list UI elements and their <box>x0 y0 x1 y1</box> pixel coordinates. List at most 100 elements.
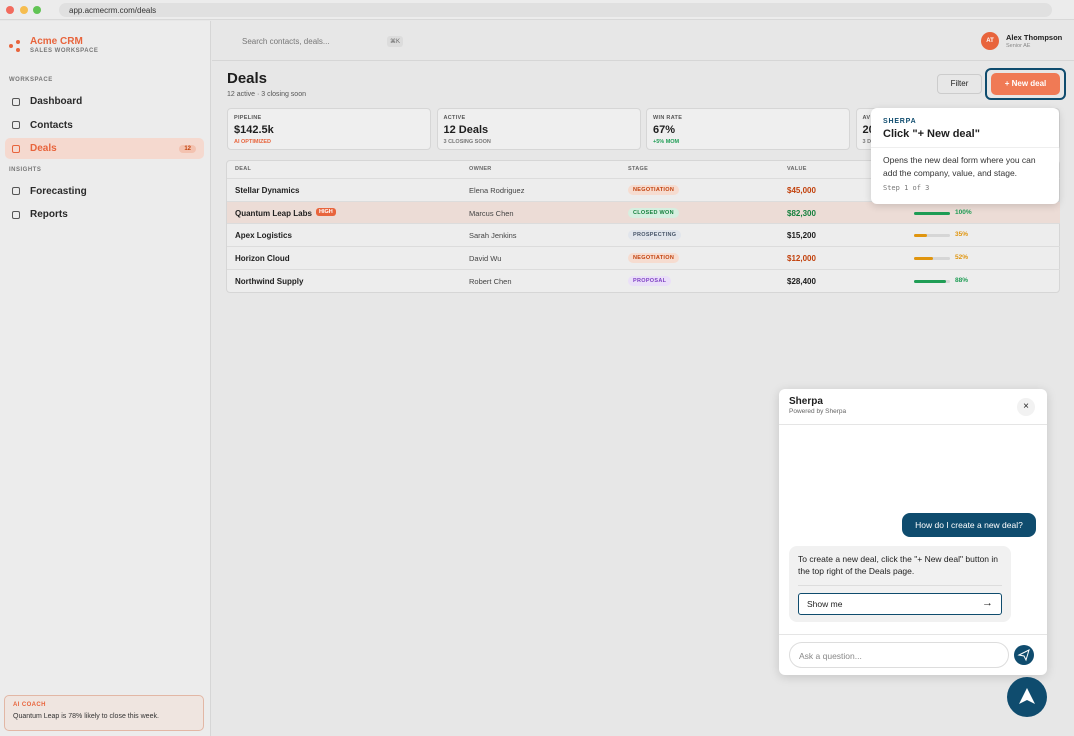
sidebar: Acme CRM SALES WORKSPACE WORKSPACE Dashbo… <box>0 21 211 736</box>
probability-track <box>914 234 950 238</box>
deal-value: $28,400 <box>787 276 816 286</box>
nav-item[interactable]: Dashboard <box>5 91 204 112</box>
coach-text: Quantum Leap is 78% likely to close this… <box>13 713 159 720</box>
brand-sub: SALES WORKSPACE <box>30 48 99 54</box>
stat-card: WIN RATE 67% +5% MOM <box>646 108 850 150</box>
nav-icon <box>12 144 20 153</box>
chat-title: Sherpa <box>789 396 823 407</box>
ai-coach: AI COACH Quantum Leap is 78% likely to c… <box>4 695 204 731</box>
deal-value: $15,200 <box>787 231 816 241</box>
nav-item[interactable]: Reports <box>5 204 204 225</box>
deal-name: Apex Logistics <box>235 231 292 241</box>
deal-tag: HIGH <box>316 207 336 216</box>
column-header: STAGE <box>628 166 649 172</box>
table-row[interactable]: Quantum Leap Labs HIGH Marcus Chen CLOSED W… <box>227 200 1060 223</box>
filter-button[interactable]: Filter <box>937 74 982 94</box>
avatar[interactable]: AT <box>981 32 999 50</box>
chat-input[interactable]: Ask a question... <box>789 642 1009 668</box>
stage-pill: PROSPECTING <box>628 230 682 241</box>
deal-value: $82,300 <box>787 208 816 218</box>
user-message: How do I create a new deal? <box>902 513 1036 537</box>
nav-label: Reports <box>30 209 68 220</box>
stat-label: WIN RATE <box>653 115 683 121</box>
nav-label: Forecasting <box>30 185 87 197</box>
probability: 88% <box>955 276 969 284</box>
close-button[interactable]: × <box>1017 398 1035 416</box>
owner: Elena Rodriguez <box>469 186 525 195</box>
deal-name: Northwind Supply <box>235 276 304 286</box>
stat-label: ACTIVE <box>443 115 466 121</box>
nav-label: Dashboard <box>30 96 83 107</box>
probability-track <box>914 257 950 261</box>
shortcut: ⌘K <box>387 36 404 47</box>
stat-note: +5% MOM <box>653 139 680 145</box>
stat-value: 67% <box>653 124 676 136</box>
nav-icon <box>12 210 20 219</box>
new-deal-button[interactable]: + New deal <box>991 73 1060 95</box>
stat-card: ACTIVE 12 Deals 3 CLOSING SOON <box>436 108 641 150</box>
stat-note: 3 D <box>862 139 872 145</box>
nav-item[interactable]: Deals 12 <box>5 138 204 159</box>
stat-value: 12 Deals <box>443 124 489 136</box>
stat-value: $142.5k <box>234 124 274 136</box>
probability-track <box>914 279 950 283</box>
deal-name: Stellar Dynamics <box>235 186 300 195</box>
column-header: DEAL <box>235 166 252 172</box>
stage-pill: PROPOSAL <box>628 275 672 286</box>
owner: Marcus Chen <box>469 208 514 218</box>
nav-item[interactable]: Contacts <box>5 115 204 136</box>
browser-bar: app.acmecrm.com/deals <box>0 0 1074 20</box>
probability: 100% <box>955 208 972 216</box>
probability-track <box>914 211 950 215</box>
owner: Robert Chen <box>469 276 512 286</box>
bot-text: To create a new deal, click the "+ New d… <box>798 554 998 576</box>
nav-icon <box>12 97 20 106</box>
nav-label: Contacts <box>30 119 73 131</box>
search[interactable]: Search contacts, deals... <box>242 37 330 46</box>
logo <box>9 40 20 52</box>
show-me-arrow: → <box>982 597 993 609</box>
column-header: OWNER <box>469 166 492 172</box>
stat-label: PIPELINE <box>234 115 262 121</box>
stage-pill: NEGOTIATION <box>628 185 680 195</box>
stage-pill: NEGOTIATION <box>628 253 680 264</box>
probability-bar <box>914 257 933 261</box>
stage-pill: CLOSED WON <box>628 207 679 218</box>
nav-badge: 12 <box>179 144 196 153</box>
stat-label: AV <box>862 115 871 121</box>
nav-label: Deals <box>30 143 57 154</box>
url[interactable]: app.acmecrm.com/deals <box>59 3 1052 17</box>
show-me-label: Show me <box>807 599 843 609</box>
table-row[interactable]: Stellar Dynamics Elena Rodriguez NEGOTIATI… <box>227 178 1060 200</box>
user-role: Senior AE <box>1006 43 1031 49</box>
page-title: Deals <box>227 70 268 87</box>
nav-section: WORKSPACE <box>9 77 53 83</box>
probability-bar <box>914 234 927 238</box>
chat-subtitle: Powered by Sherpa <box>789 408 847 415</box>
probability: 35% <box>955 231 969 239</box>
table-row[interactable]: Northwind Supply Robert Chen PROPOSAL $28,4… <box>227 268 1060 291</box>
deal-name: Quantum Leap Labs <box>235 208 312 218</box>
stat-note: AI OPTIMIZED <box>234 139 271 145</box>
user-name: Alex Thompson <box>1006 33 1063 42</box>
send-button[interactable] <box>1014 645 1034 665</box>
chat-panel: Sherpa Powered by Sherpa × How do I crea… <box>779 389 1047 675</box>
probability-bar <box>914 279 946 283</box>
coach-title: AI COACH <box>13 702 46 708</box>
table-row[interactable]: Apex Logistics Sarah Jenkins PROSPECTING $1… <box>227 223 1060 245</box>
tooltip-title: Click "+ New deal" <box>883 128 980 140</box>
page-subtitle: 12 active · 3 closing soon <box>227 91 306 98</box>
tooltip: SHERPA Click "+ New deal" Opens the new … <box>871 108 1059 204</box>
table-row[interactable]: Horizon Cloud David Wu NEGOTIATION $12,000 5… <box>227 246 1060 268</box>
stat-card: PIPELINE $142.5k AI OPTIMIZED <box>227 108 431 150</box>
nav-section: INSIGHTS <box>9 166 42 173</box>
deal-value: $12,000 <box>787 254 816 264</box>
deal-value: $45,000 <box>787 186 816 195</box>
stat-note: 3 CLOSING SOON <box>443 139 491 145</box>
topbar: Search contacts, deals... ⌘K AT Alex Tho… <box>212 21 1074 61</box>
chat-fab[interactable] <box>1007 677 1047 717</box>
nav-item[interactable]: Forecasting <box>5 181 204 202</box>
show-me-button[interactable]: Show me → <box>798 593 1002 615</box>
column-header: VALUE <box>787 166 807 172</box>
